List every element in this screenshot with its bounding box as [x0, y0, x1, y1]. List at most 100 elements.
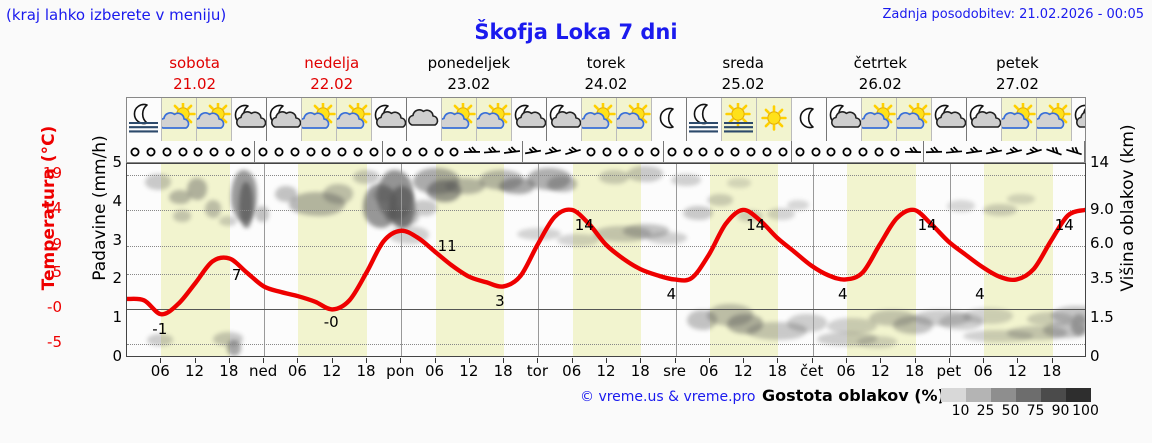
x-label-26: 18 — [1042, 362, 1062, 380]
cloud-blob — [239, 182, 253, 228]
temperature-label-2: -0 — [323, 312, 339, 331]
wind-calm-icon — [238, 141, 255, 162]
cloud-blob — [275, 186, 297, 202]
weather-icon-moon-cloud-12 — [547, 98, 582, 141]
wind-barb — [502, 141, 524, 162]
temp-tick-3: 5 — [52, 262, 62, 281]
day-date: 23.02 — [447, 75, 491, 93]
day-name: sobota — [169, 54, 220, 72]
weather-icon-moon-cloud-27 — [1072, 98, 1085, 141]
wind-calm-icon — [206, 141, 222, 162]
weather-icon-strip — [126, 97, 1086, 141]
wind-calm-icon — [447, 141, 463, 162]
day-divider-6 — [949, 164, 951, 356]
cloud-blob — [1051, 306, 1085, 324]
temp-tick-4: -0 — [47, 297, 62, 316]
wind-barb — [1044, 141, 1064, 162]
weather-icon-sun-cloud-13 — [582, 98, 617, 141]
x-label-10: 18 — [493, 362, 513, 380]
wind-calm-icon — [271, 141, 287, 162]
wind-barb — [462, 141, 482, 162]
wind-calm-icon — [127, 141, 143, 162]
wind-calm-icon — [287, 141, 303, 162]
temperature-label-3: 11 — [437, 237, 457, 256]
prec-tick-0: 5 — [112, 153, 122, 171]
cloud-density-colorbar-labels: 10 25 50 75 90 100 — [934, 403, 1100, 421]
cloud-density-step-3 — [1016, 388, 1041, 402]
wind-calm-icon — [680, 141, 696, 162]
cloud-blob — [983, 204, 1017, 216]
x-label-23: pet — [936, 362, 962, 380]
wind-barb — [523, 141, 543, 162]
x-tick-18 — [777, 358, 779, 363]
day-name: ponedeljek — [427, 54, 511, 72]
day-header-row: sobota 21.02 nedelja 22.02 ponedeljek 23.02 to… — [126, 52, 1086, 96]
wind-calm-icon — [222, 141, 238, 162]
weather-icon-moon-cloud-3 — [232, 98, 267, 141]
gridline-temp--5 — [127, 343, 1085, 345]
wind-barb — [1004, 141, 1024, 162]
day-date: 25.02 — [721, 75, 765, 93]
x-tick-16 — [708, 358, 710, 363]
cloud-density-tick-3: 75 — [1026, 403, 1045, 419]
wind-calm-icon — [383, 141, 399, 162]
wind-calm-icon — [839, 141, 855, 162]
temperature-curve — [127, 207, 1085, 317]
x-label-17: 12 — [733, 362, 753, 380]
cloudheight-tick-2: 6.0 — [1090, 234, 1114, 253]
x-label-25: 12 — [1007, 362, 1027, 380]
daylight-band-1 — [298, 164, 367, 356]
x-label-16: 06 — [699, 362, 719, 380]
prec-tick-2: 3 — [112, 230, 122, 249]
x-tick-10 — [503, 358, 505, 363]
cloud-blob — [623, 224, 669, 238]
cloud-blob — [363, 184, 397, 228]
x-tick-17 — [743, 358, 745, 363]
x-label-5: 12 — [322, 362, 342, 380]
day-header-1: nedelja 22.02 — [263, 52, 400, 96]
weather-icon-sun-cloud-22 — [897, 98, 932, 141]
cloud-blob — [1007, 194, 1035, 204]
weather-icon-sun-cloud-6 — [337, 98, 372, 141]
cloud-blob — [1007, 326, 1067, 340]
weather-icon-moon-cloud-20 — [827, 98, 862, 141]
cloud-blob — [219, 216, 237, 226]
wind-barb-strip — [126, 141, 1086, 163]
wind-calm-icon — [696, 141, 712, 162]
cloudheight-tick-4: 1.5 — [1090, 308, 1114, 327]
wind-calm-icon — [711, 141, 727, 162]
daylight-band-3 — [572, 164, 642, 356]
weather-icon-sun-wind-17 — [722, 98, 757, 141]
day-header-4: sreda 25.02 — [675, 52, 812, 96]
cloud-blob — [707, 194, 733, 206]
day-date: 21.02 — [173, 75, 217, 93]
x-tick-2 — [228, 358, 230, 363]
cloud-density-colorbar — [941, 388, 1091, 402]
x-label-7: pon — [386, 362, 415, 380]
wind-calm-icon — [431, 141, 447, 162]
wind-calm-icon — [303, 141, 319, 162]
day-header-6: petek 27.02 — [949, 52, 1086, 96]
cloud-blob — [857, 336, 897, 348]
copyright-text[interactable]: © vreme.us & vreme.pro — [580, 389, 756, 405]
day-header-5: četrtek 26.02 — [812, 52, 949, 96]
x-tick-12 — [571, 358, 573, 363]
weather-icon-sun-cloud-25 — [1002, 98, 1037, 141]
weather-icon-sun-cloud-10 — [477, 98, 512, 141]
cloud-blob — [445, 178, 485, 194]
weather-icon-moon-wind-0 — [127, 98, 162, 141]
x-label-13: 12 — [596, 362, 616, 380]
cloud-density-tick-4: 90 — [1051, 403, 1070, 419]
cloud-density-tick-2: 50 — [1001, 403, 1020, 419]
day-date: 22.02 — [310, 75, 354, 93]
temperature-label-5: 14 — [574, 216, 594, 235]
temp-tick-1: 14 — [42, 199, 62, 218]
day-date: 26.02 — [858, 75, 902, 93]
wind-calm-icon — [583, 141, 599, 162]
wind-calm-icon — [366, 141, 383, 162]
cloud-density-step-4 — [1041, 388, 1066, 402]
temperature-label-0: -1 — [152, 319, 168, 338]
cloud-blob — [683, 206, 713, 220]
cloud-blob — [169, 190, 191, 204]
wind-calm-icon — [808, 141, 824, 162]
